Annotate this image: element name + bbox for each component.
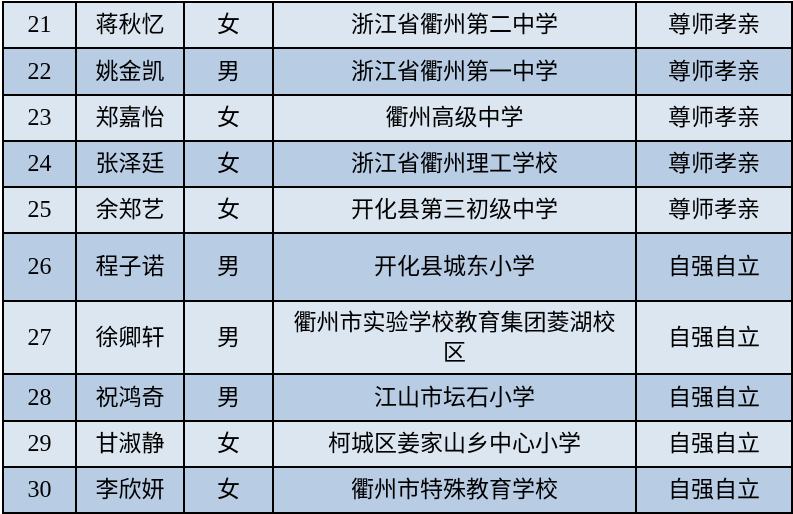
cell-no: 29 [2, 420, 77, 468]
cell-award: 尊师孝亲 [635, 94, 793, 142]
table-row: 26 程子诺男开化县城东小学 自强自立 [2, 232, 793, 302]
cell-name: 甘淑静 [75, 420, 185, 468]
table-row: 22 姚金凯男浙江省衢州第一中学 尊师孝亲 [2, 47, 793, 96]
table-row: 25 余郑艺女开化县第三初级中学 尊师孝亲 [2, 186, 793, 234]
cell-no: 24 [2, 140, 77, 188]
cell-name: 姚金凯 [75, 47, 185, 96]
cell-school: 柯城区姜家山乡中心小学 [272, 420, 637, 468]
cell-gender: 女 [183, 1, 274, 49]
cell-gender: 女 [183, 186, 274, 234]
cell-award: 自强自立 [635, 232, 793, 302]
cell-award: 尊师孝亲 [635, 1, 793, 49]
cell-gender: 男 [183, 373, 274, 422]
cell-award: 尊师孝亲 [635, 140, 793, 188]
cell-school: 开化县城东小学 [272, 232, 637, 302]
cell-name: 郑嘉怡 [75, 94, 185, 142]
table-row: 30 李欣妍女衢州市特殊教育学校 自强自立 [2, 466, 793, 514]
cell-gender: 女 [183, 94, 274, 142]
cell-no: 25 [2, 186, 77, 234]
cell-school: 衢州市实验学校教育集团菱湖校区 [272, 300, 637, 375]
cell-award: 自强自立 [635, 373, 793, 422]
cell-school: 衢州高级中学 [272, 94, 637, 142]
cell-gender: 男 [183, 47, 274, 96]
cell-no: 23 [2, 94, 77, 142]
cell-gender: 男 [183, 232, 274, 302]
cell-school: 开化县第三初级中学 [272, 186, 637, 234]
cell-school: 衢州市特殊教育学校 [272, 466, 637, 514]
cell-name: 祝鸿奇 [75, 373, 185, 422]
cell-name: 徐卿轩 [75, 300, 185, 375]
cell-gender: 女 [183, 140, 274, 188]
cell-school: 浙江省衢州第二中学 [272, 1, 637, 49]
cell-school: 浙江省衢州第一中学 [272, 47, 637, 96]
cell-award: 自强自立 [635, 300, 793, 375]
table-row: 27 徐卿轩男衢州市实验学校教育集团菱湖校区 自强自立 [2, 300, 793, 375]
table-row: 21 蒋秋忆女浙江省衢州第二中学 尊师孝亲 [2, 1, 793, 49]
cell-name: 程子诺 [75, 232, 185, 302]
cell-gender: 女 [183, 420, 274, 468]
cell-no: 21 [2, 1, 77, 49]
cell-name: 张泽廷 [75, 140, 185, 188]
cell-school: 江山市坛石小学 [272, 373, 637, 422]
cell-award: 自强自立 [635, 420, 793, 468]
cell-no: 30 [2, 466, 77, 514]
table-row: 24 张泽廷女浙江省衢州理工学校 尊师孝亲 [2, 140, 793, 188]
cell-award: 自强自立 [635, 466, 793, 514]
cell-name: 蒋秋忆 [75, 1, 185, 49]
table-row: 29 甘淑静女柯城区姜家山乡中心小学 自强自立 [2, 420, 793, 468]
table-row: 28 祝鸿奇男江山市坛石小学 自强自立 [2, 373, 793, 422]
cell-no: 27 [2, 300, 77, 375]
cell-no: 26 [2, 232, 77, 302]
table-row: 23 郑嘉怡女衢州高级中学 尊师孝亲 [2, 94, 793, 142]
cell-name: 余郑艺 [75, 186, 185, 234]
cell-award: 尊师孝亲 [635, 47, 793, 96]
cell-gender: 男 [183, 300, 274, 375]
cell-award: 尊师孝亲 [635, 186, 793, 234]
cell-no: 22 [2, 47, 77, 96]
cell-gender: 女 [183, 466, 274, 514]
cell-school: 浙江省衢州理工学校 [272, 140, 637, 188]
cell-no: 28 [2, 373, 77, 422]
cell-name: 李欣妍 [75, 466, 185, 514]
